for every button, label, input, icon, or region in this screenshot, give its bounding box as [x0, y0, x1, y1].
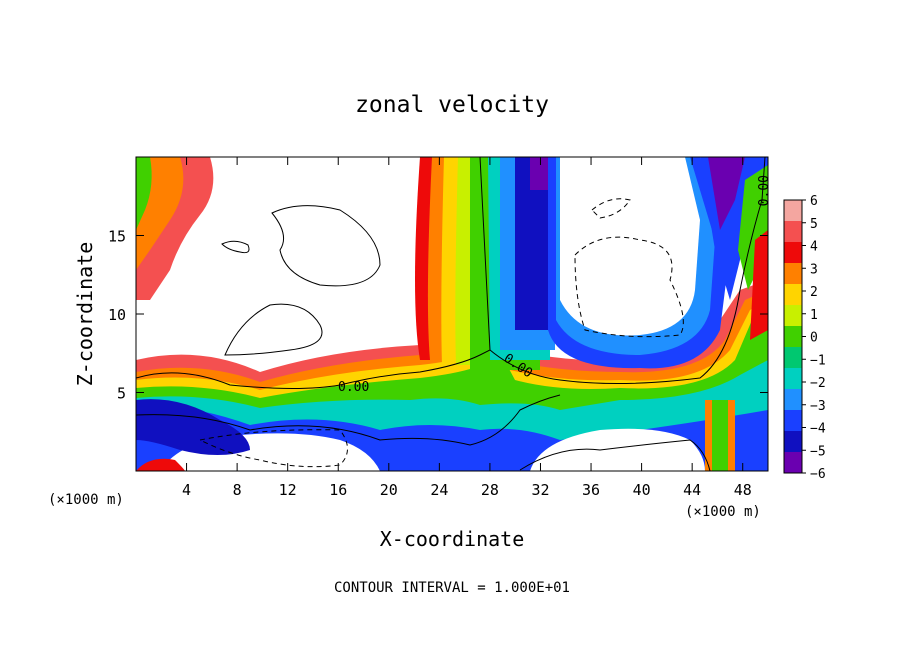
right-edge-violet — [708, 157, 745, 230]
colorbar-swatch — [784, 368, 802, 390]
right-edge-red — [750, 230, 768, 340]
jet-deepblue — [515, 157, 552, 330]
colorbar-swatch — [784, 347, 802, 369]
contour-dashed-right — [574, 236, 684, 338]
x-tick-label: 4 — [182, 481, 191, 499]
colorbar-label: 5 — [810, 217, 818, 232]
colorbar-label: 3 — [810, 262, 818, 277]
colorbar-swatch — [784, 305, 802, 327]
y-tick-label: 10 — [108, 306, 126, 324]
upperleft-green — [136, 157, 152, 230]
contour-zero-right — [489, 157, 766, 385]
colorbar-label: −4 — [810, 422, 826, 437]
colorbar-swatch — [784, 221, 802, 243]
right-white-pocket — [560, 157, 700, 336]
colorbar-swatch — [784, 326, 802, 348]
contour-zero-lower — [136, 394, 561, 446]
contour-solid-small — [221, 240, 250, 254]
x-axis-unit-left: (×1000 m) — [48, 492, 124, 508]
x-axis-ticks: 4 8 12 16 20 24 28 32 36 40 44 48 — [182, 157, 752, 499]
colorbar: 6 5 4 3 2 1 0 −1 −2 −3 −4 −5 −6 — [783, 194, 826, 482]
y-tick-label: 5 — [117, 385, 126, 403]
contour-dashed-upper-right — [591, 198, 631, 219]
colorbar-swatch — [784, 200, 802, 222]
x-tick-label: 12 — [279, 481, 297, 499]
colorbar-swatch — [784, 284, 802, 306]
contour-solid-lower-right — [519, 439, 711, 471]
x-tick-label: 40 — [633, 481, 651, 499]
colorbar-swatch — [784, 431, 802, 453]
x-axis-unit-right: (×1000 m) — [685, 504, 761, 520]
colorbar-label: −5 — [810, 444, 826, 459]
contour-zero-main — [136, 157, 491, 389]
colorbar-label: 6 — [810, 194, 818, 209]
stripe-46-green — [712, 400, 728, 471]
contour-solid-upper — [271, 205, 381, 287]
contour-dashed-lower — [198, 429, 348, 468]
x-tick-label: 20 — [380, 481, 398, 499]
x-tick-label: 16 — [329, 481, 347, 499]
contour-solid-lobe — [224, 303, 323, 356]
y-tick-label: 15 — [108, 228, 126, 246]
jet-violet — [530, 157, 552, 190]
colorbar-swatch — [784, 389, 802, 411]
chart-title: zonal velocity — [355, 92, 549, 118]
colorbar-swatch — [784, 242, 802, 264]
contour-label: 0.00 — [338, 380, 369, 395]
colorbar-label: −3 — [810, 399, 826, 414]
contour-label: 0.00 — [757, 175, 772, 206]
colorbar-label: 0 — [810, 331, 818, 346]
x-tick-label: 36 — [582, 481, 600, 499]
contour-lines — [136, 157, 766, 471]
x-tick-label: 8 — [233, 481, 242, 499]
x-tick-label: 48 — [734, 481, 752, 499]
colorbar-label: 2 — [810, 285, 818, 300]
colorbar-label: −2 — [810, 376, 826, 391]
colorbar-label: 4 — [810, 240, 818, 255]
x-tick-label: 24 — [430, 481, 448, 499]
y-axis-label: Z-coordinate — [73, 242, 97, 387]
x-tick-label: 28 — [481, 481, 499, 499]
contour-interval: CONTOUR INTERVAL = 1.000E+01 — [334, 580, 570, 596]
band-bottom-right-white — [530, 428, 705, 471]
x-tick-label: 32 — [531, 481, 549, 499]
colorbar-label: 1 — [810, 308, 818, 323]
x-axis-label: X-coordinate — [380, 527, 525, 551]
colorbar-swatch — [784, 263, 802, 285]
colorbar-swatch — [784, 452, 802, 474]
colorbar-label: −6 — [810, 467, 826, 482]
y-axis-ticks: 5 10 15 — [108, 228, 768, 403]
lowerleft-red-spot — [136, 458, 185, 471]
colorbar-label: −1 — [810, 353, 826, 368]
colorbar-swatch — [784, 410, 802, 432]
lowerleft-blue — [136, 399, 250, 455]
x-tick-label: 44 — [683, 481, 701, 499]
